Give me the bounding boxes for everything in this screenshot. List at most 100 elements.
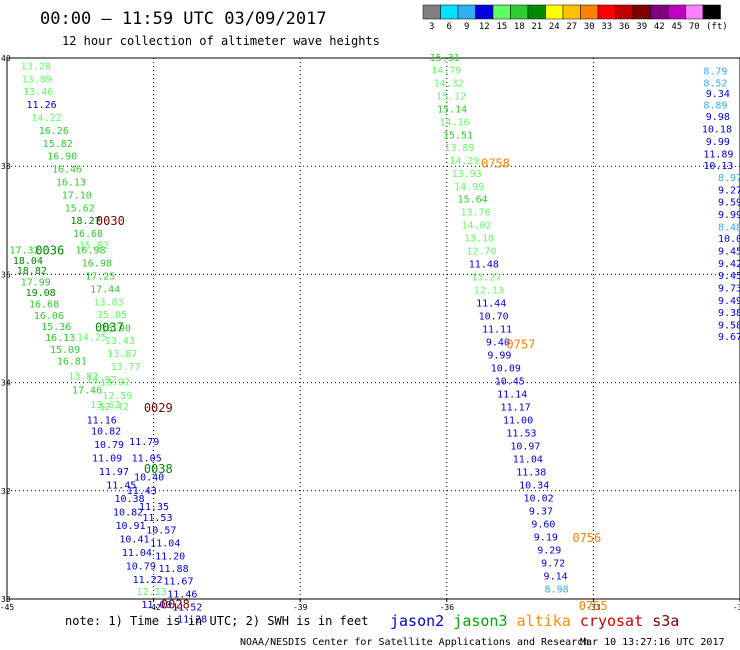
legend-swatch [510, 4, 529, 20]
satellite-legend: jason2 jason3 altika cryosat s3a [390, 612, 679, 630]
legend-swatch [440, 4, 459, 20]
legend-swatch [667, 4, 686, 20]
wave-height-label: 9.98 [706, 112, 730, 123]
wave-height-label: 14.79 [431, 65, 461, 76]
x-tick-label: -39 [293, 603, 308, 612]
wave-height-label: 11.28 [177, 615, 207, 626]
wave-height-label: 9.67 [718, 332, 740, 343]
satellite-name: altika [517, 612, 571, 630]
wave-height-label: 9.99 [487, 351, 511, 362]
legend-label: 70 [689, 22, 700, 32]
wave-height-label: 9.14 [544, 571, 568, 582]
satellite-name: cryosat [580, 612, 643, 630]
wave-height-label: 9.42 [718, 259, 740, 270]
legend-label: 36 [619, 22, 630, 32]
wave-height-label: 13.62 [90, 400, 120, 411]
wave-height-label: 16.68 [29, 300, 59, 311]
wave-height-label: 13.87 [107, 349, 137, 360]
wave-height-label: 11.05 [132, 453, 162, 464]
legend-swatch [615, 4, 634, 20]
y-tick-label: 38 [1, 162, 11, 171]
y-tick-label: 30 [1, 595, 11, 604]
wave-height-label: 18.27 [71, 216, 101, 227]
wave-height-label: 13.82 [68, 372, 98, 383]
wave-height-label: 9.19 [534, 532, 558, 543]
wave-height-label: 15.62 [65, 203, 95, 214]
wave-height-label: 14.02 [461, 221, 491, 232]
wave-height-label: 10.79 [94, 440, 124, 451]
wave-height-label: 10.09 [491, 364, 521, 375]
wave-height-label: 15.12 [436, 91, 466, 102]
wave-height-label: 9.73 [718, 283, 740, 294]
wave-height-label: 16.13 [56, 177, 86, 188]
wave-height-label: 15.64 [458, 195, 488, 206]
wave-height-label: 13.76 [460, 208, 490, 219]
wave-height-label: 11.22 [133, 575, 163, 586]
wave-height-label: 11.00 [141, 600, 171, 611]
wave-height-label: 11.53 [142, 513, 172, 524]
legend-label: 21 [531, 22, 542, 32]
legend-label: 45 [671, 22, 682, 32]
wave-height-label: 15.36 [41, 322, 71, 333]
wave-height-label: 13.10 [464, 234, 494, 245]
wave-height-label: 11.14 [497, 390, 527, 401]
legend-swatch [492, 4, 511, 20]
legend-swatch [597, 4, 616, 20]
wave-height-label: 14.25 [77, 333, 107, 344]
wave-height-label: 16.98 [75, 246, 105, 257]
wave-height-label: 13.46 [23, 87, 53, 98]
legend-swatch [632, 4, 651, 20]
wave-height-label: 11.48 [469, 260, 499, 271]
satellite-name: jason2 [390, 612, 444, 630]
satellite-name: jason3 [453, 612, 507, 630]
footer-credit: NOAA/NESDIS Center for Satellite Applica… [240, 637, 589, 648]
wave-height-label: 12.59 [102, 391, 132, 402]
wave-height-label: 10.45 [495, 377, 525, 388]
plot-area: -45 -42 -39 -36 -33 -30 40 38 36 34 32 30 13.28 13.8… [0, 53, 740, 626]
wave-height-label: 18.82 [17, 266, 47, 277]
wave-height-label: 11.09 [92, 453, 122, 464]
wave-height-label: 9.58 [718, 320, 740, 331]
legend-label: 39 [636, 22, 647, 32]
wave-height-label: 13.27 [471, 273, 501, 284]
y-tick-label: 40 [1, 54, 11, 63]
legend-units: (ft) [706, 22, 728, 32]
wave-height-label: 11.44 [476, 299, 506, 310]
wave-height-label: 10.38 [115, 494, 145, 505]
wave-height-label: 11.35 [139, 502, 169, 513]
chart-title: 00:00 – 11:59 UTC 03/09/2017 [40, 9, 327, 29]
wave-height-label: 13.93 [452, 169, 482, 180]
wave-height-label: 15.05 [97, 310, 127, 321]
wave-height-label: 8.79 [703, 67, 727, 78]
wave-height-label: 11.52 [172, 603, 202, 614]
wave-height-label: 10.82 [113, 507, 143, 518]
wave-height-label: 11.89 [703, 149, 733, 160]
y-tick-label: 32 [1, 487, 11, 496]
wave-height-label: 10.13 [703, 161, 733, 172]
wave-height-label: 10.18 [702, 124, 732, 135]
wave-height-label: 16.46 [52, 164, 82, 175]
plot-frame [6, 57, 740, 600]
wave-height-label: 10.79 [126, 562, 156, 573]
wave-height-label: 11.26 [27, 100, 57, 111]
wave-height-label: 14.29 [449, 156, 479, 167]
wave-height-label: 9.99 [718, 210, 740, 221]
chart-subtitle: 12 hour collection of altimeter wave hei… [62, 34, 380, 48]
wave-height-label: 11.53 [506, 428, 536, 439]
legend-swatch [475, 4, 494, 20]
wave-height-label: 16.90 [47, 151, 77, 162]
legend-swatch [527, 4, 546, 20]
wave-height-label: 11.00 [503, 415, 533, 426]
wave-height-label: 11.04 [122, 548, 152, 559]
wave-height-label: 13.89 [22, 75, 52, 86]
wave-height-label: 17.44 [90, 285, 120, 296]
wave-height-label: 11.20 [155, 551, 185, 562]
wave-height-label: 11.79 [129, 437, 159, 448]
wave-height-label: 11.46 [167, 590, 197, 601]
wave-height-label: 11.97 [99, 467, 129, 478]
time-label: 0036 [35, 244, 64, 258]
wave-height-label: 9.37 [529, 506, 553, 517]
legend-swatch [457, 4, 476, 20]
wave-height-label: 8.89 [703, 101, 727, 112]
